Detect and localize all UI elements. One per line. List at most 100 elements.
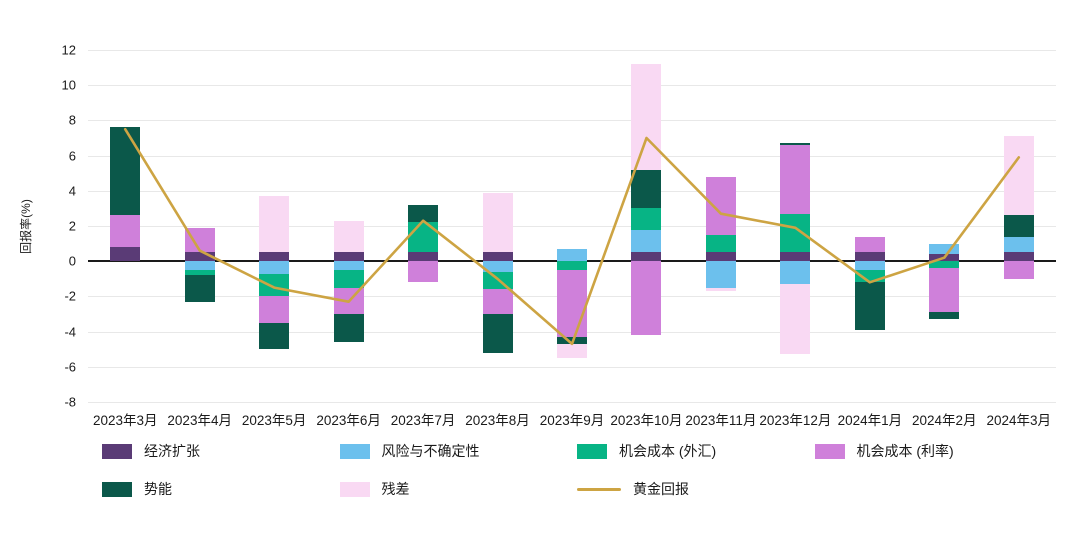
bar-segment — [780, 284, 811, 355]
legend-line-marker — [577, 487, 621, 491]
bar-segment — [631, 229, 662, 253]
legend-label: 黄金回报 — [633, 481, 689, 497]
bar-segment — [705, 261, 736, 288]
bar-segment — [110, 247, 141, 262]
bar-segment — [482, 192, 513, 253]
bar-segment — [631, 64, 662, 170]
y-tick-label: 0 — [68, 253, 76, 269]
legend-label: 经济扩张 — [144, 443, 200, 459]
y-tick-label: -6 — [64, 359, 76, 375]
y-axis: -8 -6 -4 -2 0 2 4 6 8 10 12 — [0, 43, 82, 410]
bar-segment — [259, 296, 290, 323]
x-tick-label: 2023年3月 — [92, 413, 158, 428]
bar-segment — [780, 145, 811, 214]
legend-label: 残差 — [381, 481, 410, 497]
gridline — [88, 402, 1056, 403]
legend-item: 黄金回报 — [577, 479, 815, 499]
x-tick-label: 2023年11月 — [685, 413, 757, 428]
bar-segment — [259, 261, 290, 274]
bar-segment — [110, 127, 141, 216]
bar-segment — [1003, 236, 1034, 253]
bar-segment — [631, 252, 662, 262]
y-tick-label: 12 — [61, 42, 76, 58]
x-tick-label: 2023年4月 — [167, 413, 232, 428]
x-tick-label: 2023年6月 — [316, 413, 381, 428]
bar-segment — [184, 261, 215, 270]
bar-segment — [557, 270, 587, 337]
legend-item: 机会成本 (利率) — [814, 441, 1053, 461]
bar-segment — [333, 252, 364, 262]
legend-color-swatch — [102, 481, 132, 497]
bar-segment — [854, 236, 885, 253]
legend-item: 势能 — [102, 479, 340, 499]
bar-segment — [929, 261, 960, 269]
legend-label: 风险与不确定性 — [381, 443, 480, 459]
x-tick-label: 2023年9月 — [539, 413, 605, 428]
bar-segment — [705, 252, 736, 262]
y-tick-label: -4 — [64, 324, 76, 340]
bar-segment — [1003, 261, 1034, 279]
bar-segment — [482, 252, 513, 262]
legend-item: 风险与不确定性 — [339, 441, 578, 461]
legend-color-swatch — [577, 443, 607, 459]
bar-segment — [631, 169, 662, 209]
bar-segment — [408, 204, 439, 223]
bar-segment — [333, 270, 364, 288]
legend: 经济扩张 风险与不确定性 机会成本 (外汇) 机会成本 (利率) 势能 残差 黄金回报 — [102, 441, 1052, 499]
x-tick-label: 2024年1月 — [837, 413, 903, 428]
x-tick-label: 2024年2月 — [912, 413, 977, 428]
bar-segment — [482, 314, 513, 353]
bar-segment — [631, 208, 662, 230]
bar-segment — [259, 196, 290, 253]
gold-return-line — [123, 127, 1021, 346]
bar-segment — [110, 215, 141, 248]
bar-segment — [780, 261, 811, 285]
legend-label: 势能 — [144, 481, 172, 497]
legend-color-swatch — [102, 443, 132, 459]
x-tick-label: 2024年3月 — [986, 413, 1052, 428]
gridline — [88, 226, 1056, 227]
bar-segment — [929, 268, 960, 313]
bar-segment — [854, 261, 885, 270]
y-tick-label: 2 — [68, 218, 76, 234]
bar-segment — [1003, 252, 1034, 262]
bar-segment — [333, 261, 364, 270]
legend-label: 机会成本 (外汇) — [619, 443, 717, 459]
y-tick-label: 8 — [68, 112, 76, 128]
bar-segment — [705, 287, 736, 292]
bar-segment — [780, 252, 811, 262]
bar-segment — [184, 275, 215, 302]
x-tick-label: 2023年10月 — [610, 413, 683, 428]
bar-segment — [333, 220, 364, 253]
gridline — [88, 155, 1056, 157]
legend-label: 机会成本 (利率) — [856, 443, 954, 459]
gridline — [88, 190, 1056, 192]
bar-segment — [482, 261, 513, 272]
x-tick-label: 2023年7月 — [390, 413, 456, 428]
bar-segment — [482, 289, 513, 314]
y-tick-label: -2 — [64, 288, 76, 304]
bar-segment — [184, 270, 215, 276]
bar-segment — [408, 252, 439, 262]
legend-color-swatch — [339, 443, 370, 459]
x-axis: 2023年3月 2023年4月 2023年5月 2023年6月 2023年7月 2023年… — [88, 409, 1056, 429]
bar-segment — [631, 261, 662, 336]
bar-segment — [705, 234, 736, 253]
y-tick-label: 6 — [68, 148, 76, 164]
x-tick-label: 2023年5月 — [241, 413, 307, 428]
x-tick-label: 2023年12月 — [759, 413, 832, 428]
bar-segment — [854, 252, 885, 262]
bar-segment — [408, 261, 439, 283]
y-tick-label: -8 — [64, 394, 76, 410]
legend-color-swatch — [814, 443, 845, 459]
bar-segment — [780, 213, 811, 253]
bar-segment — [259, 273, 290, 297]
bar-segment — [854, 282, 885, 330]
bar-segment — [557, 261, 587, 270]
legend-color-swatch — [339, 481, 370, 497]
bar-segment — [259, 322, 290, 350]
gridline — [88, 120, 1056, 122]
bar-segment — [333, 314, 364, 343]
bar-segment — [557, 248, 587, 262]
